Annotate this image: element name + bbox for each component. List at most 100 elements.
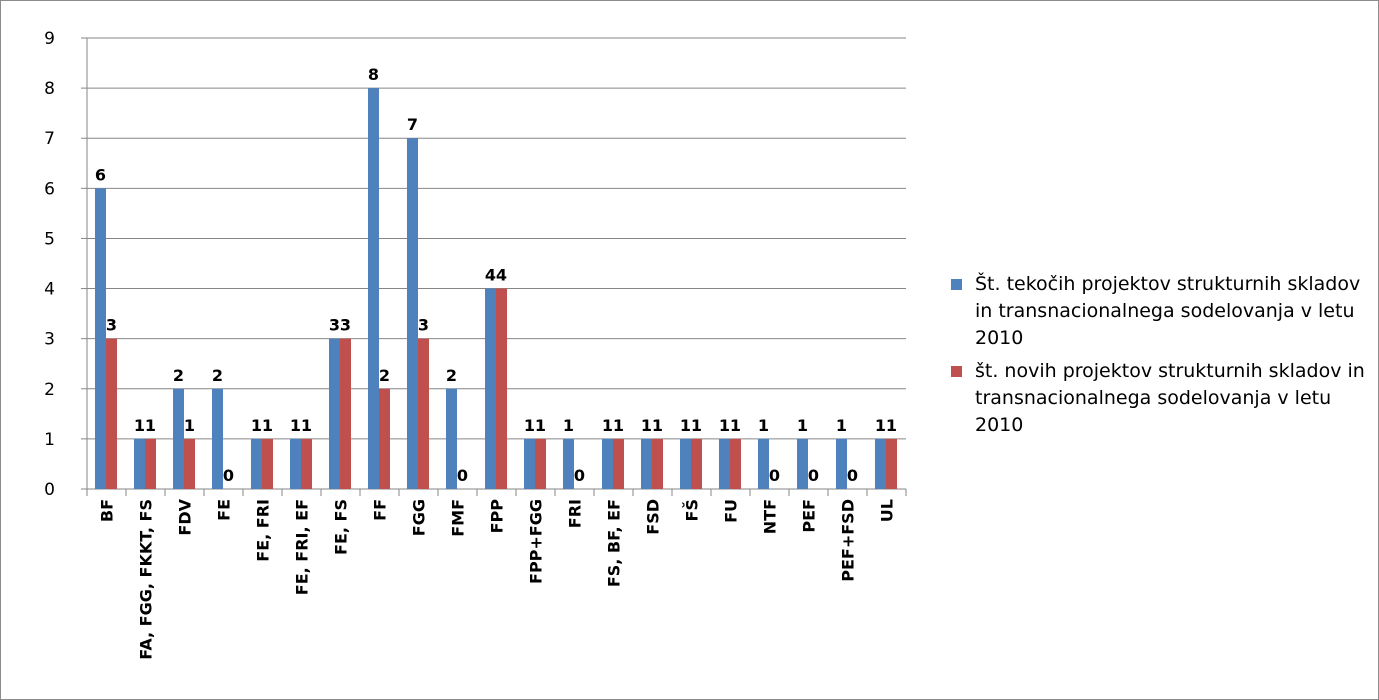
y-tick-label: 7 xyxy=(44,129,55,149)
legend: Št. tekočih projektov strukturnih sklado… xyxy=(951,271,1371,445)
bar xyxy=(719,438,730,489)
data-label: 1 xyxy=(613,416,624,435)
category-label: FU xyxy=(722,499,741,523)
y-tick-label: 8 xyxy=(44,79,55,99)
category-label: BF xyxy=(98,499,117,522)
category-label: FE, FS xyxy=(332,499,351,555)
bar xyxy=(134,438,145,489)
data-label: 4 xyxy=(485,266,496,285)
category-label: FŠ xyxy=(683,499,702,521)
bar xyxy=(95,188,106,490)
data-label: 1 xyxy=(875,416,886,435)
data-label: 0 xyxy=(574,466,585,485)
data-label: 1 xyxy=(535,416,546,435)
category-label: FRI xyxy=(566,499,585,528)
data-label: 8 xyxy=(368,65,379,84)
data-label: 1 xyxy=(251,416,262,435)
data-label: 4 xyxy=(496,266,507,285)
category-label: FE xyxy=(215,499,234,521)
bars xyxy=(95,88,897,490)
data-label: 1 xyxy=(691,416,702,435)
legend-label-current-projects: Št. tekočih projektov strukturnih sklado… xyxy=(975,273,1361,349)
data-label: 1 xyxy=(184,416,195,435)
gridlines xyxy=(87,37,906,440)
bar xyxy=(251,438,262,489)
bar xyxy=(446,388,457,489)
data-label: 1 xyxy=(730,416,741,435)
data-label: 3 xyxy=(418,316,429,335)
data-label: 2 xyxy=(379,366,390,385)
y-tick-label: 5 xyxy=(44,229,55,249)
category-label: NTF xyxy=(761,499,780,534)
legend-swatch-blue xyxy=(951,279,962,290)
y-tick-label: 3 xyxy=(44,330,55,350)
category-label: PEF xyxy=(800,499,819,533)
y-tick-label: 4 xyxy=(44,280,55,300)
bar xyxy=(691,438,702,489)
category-label: UL xyxy=(878,499,897,522)
data-label: 1 xyxy=(563,416,574,435)
y-tick-label: 1 xyxy=(44,430,55,450)
data-label: 0 xyxy=(769,466,780,485)
data-label: 1 xyxy=(134,416,145,435)
data-label: 1 xyxy=(524,416,535,435)
data-label: 2 xyxy=(173,366,184,385)
bar xyxy=(340,338,351,489)
data-label: 3 xyxy=(340,316,351,335)
data-label: 1 xyxy=(145,416,156,435)
bar xyxy=(535,438,546,489)
bar xyxy=(613,438,624,489)
legend-item-current-projects: Št. tekočih projektov strukturnih sklado… xyxy=(951,271,1371,352)
bar xyxy=(262,438,273,489)
bar xyxy=(212,388,223,489)
bar xyxy=(836,438,847,489)
bar xyxy=(886,438,897,489)
data-label: 2 xyxy=(446,366,457,385)
data-label: 1 xyxy=(797,416,808,435)
bar xyxy=(496,288,507,489)
legend-label-new-projects: št. novih projektov strukturnih skladov … xyxy=(975,360,1365,436)
bar xyxy=(652,438,663,489)
data-label: 1 xyxy=(680,416,691,435)
category-label: FS, BF, EF xyxy=(605,499,624,587)
data-label: 1 xyxy=(290,416,301,435)
data-label: 1 xyxy=(641,416,652,435)
category-label: FE, FRI xyxy=(254,499,273,562)
data-label: 0 xyxy=(223,466,234,485)
data-label: 3 xyxy=(329,316,340,335)
bar xyxy=(641,438,652,489)
bar xyxy=(329,338,340,489)
data-label: 1 xyxy=(719,416,730,435)
category-label: FPP xyxy=(488,499,507,534)
bar xyxy=(563,438,574,489)
data-label: 2 xyxy=(212,366,223,385)
bar xyxy=(184,438,195,489)
bar xyxy=(680,438,691,489)
bar xyxy=(418,338,429,489)
data-label: 1 xyxy=(602,416,613,435)
data-label: 1 xyxy=(301,416,312,435)
bar xyxy=(407,138,418,489)
category-label: FDV xyxy=(176,498,195,535)
data-label: 1 xyxy=(652,416,663,435)
category-label: FGG xyxy=(410,499,429,536)
y-tick-label: 2 xyxy=(44,380,55,400)
bar xyxy=(379,388,390,489)
bar xyxy=(730,438,741,489)
data-label: 1 xyxy=(758,416,769,435)
category-label: PEF+FSD xyxy=(839,499,858,582)
data-label: 1 xyxy=(886,416,897,435)
category-label: FMF xyxy=(449,499,468,537)
bar xyxy=(602,438,613,489)
axes: 0 1 2 3 4 5 6 7 8 9 BF FA, FGG, FKKT, FS FDV FE FE, FR… xyxy=(44,29,907,660)
data-label: 6 xyxy=(95,165,106,184)
bar xyxy=(485,288,496,489)
category-label: FPP+FGG xyxy=(527,499,546,584)
category-label: FE, FRI, EF xyxy=(293,499,312,595)
bar xyxy=(524,438,535,489)
bar xyxy=(145,438,156,489)
bar xyxy=(290,438,301,489)
bar xyxy=(106,338,117,489)
